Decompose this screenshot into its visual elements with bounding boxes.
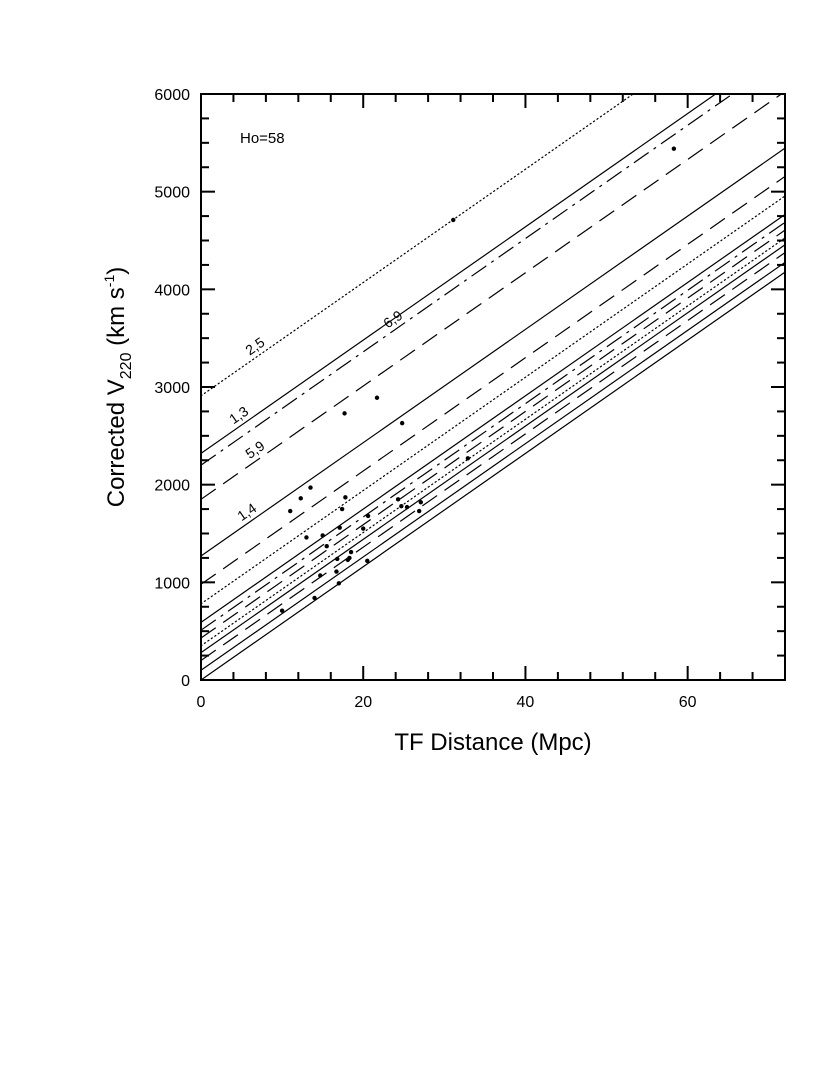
model-line-12 (201, 252, 785, 661)
model-line-13 (201, 261, 785, 671)
data-point-1 (288, 508, 293, 514)
model-line-2 (201, 94, 734, 466)
data-point-27 (416, 508, 422, 514)
y-tick-label-6000: 6000 (154, 87, 190, 104)
data-point-3 (304, 535, 309, 540)
model-line-6 (201, 195, 785, 605)
data-point-10 (335, 556, 340, 562)
model-line-0 (201, 94, 635, 397)
data-point-8 (324, 543, 329, 549)
y-axis-title-close: ) (103, 267, 130, 275)
y-tick-label-2000: 2000 (154, 478, 190, 495)
data-point-29 (465, 456, 471, 461)
x-tick-label-40: 40 (517, 694, 535, 711)
x-tick-label-60: 60 (679, 694, 697, 711)
data-point-21 (365, 513, 371, 519)
data-point-2 (298, 496, 303, 501)
y-axis-title: Corrected V220 (km s-1) (101, 267, 135, 508)
model-line-8 (201, 221, 785, 631)
y-tick-label-4000: 4000 (154, 282, 190, 299)
data-point-23 (395, 497, 401, 502)
data-point-17 (347, 555, 352, 561)
axis-tick-labels: 0 20 40 60 0 1000 2000 3000 4000 5000 6000 (154, 87, 696, 711)
y-axis-title-main: Corrected V (103, 379, 130, 507)
data-point-11 (336, 581, 342, 586)
y-tick-label-3000: 3000 (154, 380, 190, 397)
data-point-18 (348, 549, 354, 555)
model-line-4 (201, 147, 785, 557)
data-point-19 (361, 526, 366, 531)
model-line-9 (201, 229, 785, 639)
data-point-20 (365, 558, 370, 564)
data-point-12 (337, 525, 342, 530)
line-label-1: 1,3 (226, 403, 251, 427)
y-tick-label-0: 0 (181, 673, 190, 690)
line-label-2: 6,9 (380, 307, 405, 331)
data-point-26 (404, 504, 410, 510)
data-point-4 (308, 485, 313, 490)
line-label-0: 2,5 (242, 334, 267, 358)
line-label-4: 1,4 (234, 500, 259, 524)
data-point-7 (320, 533, 325, 538)
line-labels: 2,5 1,3 6,9 5,9 1,4 (226, 307, 405, 524)
model-line-14 (201, 271, 785, 680)
data-point-13 (339, 506, 345, 512)
y-tick-label-5000: 5000 (154, 185, 190, 202)
axis-ticks (200, 93, 786, 681)
model-lines (201, 94, 785, 680)
y-axis-title-unit: (km s (103, 287, 130, 352)
data-point-9 (334, 569, 339, 574)
annotation-ho: Ho=58 (240, 130, 285, 147)
y-axis-title-sub: 220 (118, 352, 135, 379)
data-point-5 (312, 595, 317, 601)
y-tick-label-1000: 1000 (154, 575, 190, 592)
line-label-3: 5,9 (242, 437, 267, 461)
model-line-5 (201, 175, 785, 585)
y-axis-title-sup: -1 (101, 275, 117, 288)
data-point-25 (399, 420, 405, 426)
data-point-24 (399, 503, 404, 509)
model-line-10 (201, 237, 785, 647)
data-point-30 (451, 217, 456, 223)
data-point-15 (343, 495, 348, 500)
x-tick-label-0: 0 (197, 694, 206, 711)
data-point-0 (279, 608, 285, 613)
model-line-1 (201, 94, 717, 454)
data-point-28 (418, 500, 424, 505)
data-point-22 (374, 395, 380, 400)
model-line-11 (201, 244, 785, 654)
model-line-7 (201, 214, 785, 623)
data-point-14 (342, 411, 347, 416)
data-point-6 (318, 573, 323, 578)
model-line-3 (201, 94, 783, 500)
x-axis-title: TF Distance (Mpc) (394, 729, 591, 756)
data-point-31 (671, 146, 677, 151)
data-points (279, 146, 677, 613)
x-tick-label-20: 20 (354, 694, 372, 711)
